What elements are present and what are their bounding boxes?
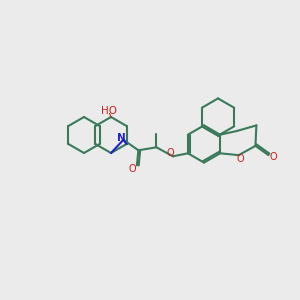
Text: O: O xyxy=(269,152,277,162)
Text: O: O xyxy=(236,154,244,164)
Text: O: O xyxy=(167,148,175,158)
Text: HO: HO xyxy=(101,106,118,116)
Text: N: N xyxy=(117,133,125,143)
Text: O: O xyxy=(129,164,136,174)
